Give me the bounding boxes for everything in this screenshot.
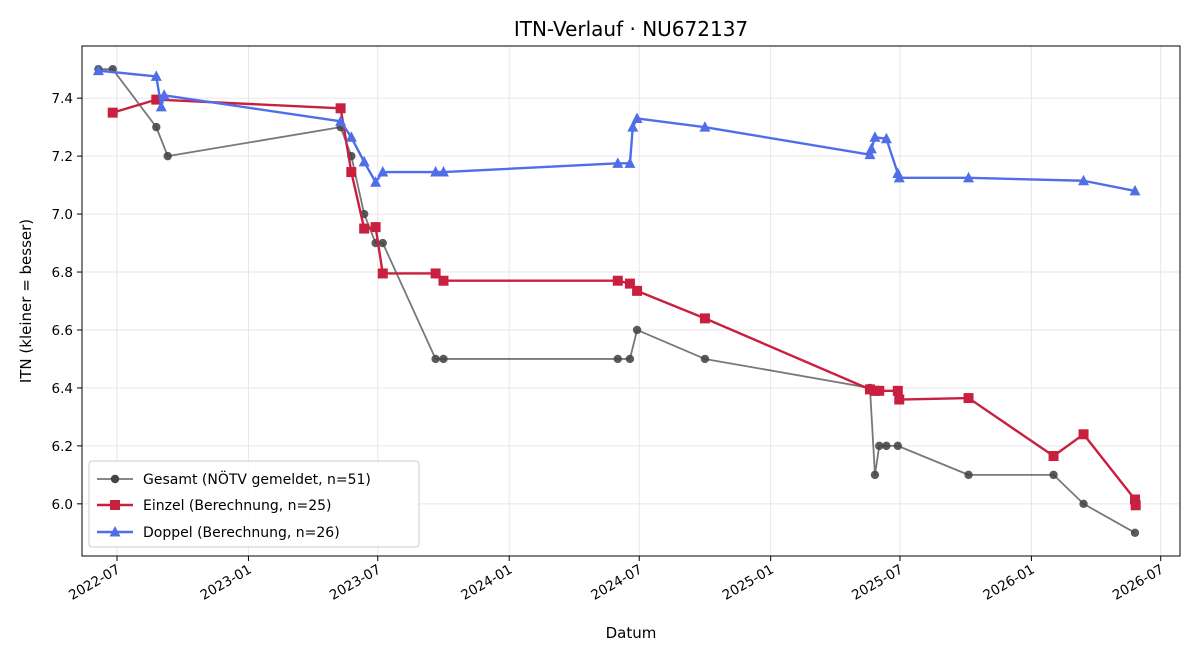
chart-title: ITN-Verlauf · NU672137 xyxy=(514,17,748,41)
data-point-doppel xyxy=(869,131,881,142)
data-point-einzel xyxy=(1129,494,1140,505)
data-point-gesamt xyxy=(1130,528,1140,538)
data-point-einzel xyxy=(963,393,974,404)
data-point-einzel xyxy=(430,268,441,279)
data-point-einzel xyxy=(107,107,118,118)
legend-label-doppel: Doppel (Berechnung, n=26) xyxy=(143,525,340,541)
y-tick-label: 6.8 xyxy=(52,265,73,281)
data-point-doppel xyxy=(358,155,370,167)
y-tick-label: 6.6 xyxy=(52,323,73,339)
data-point-doppel xyxy=(893,171,905,183)
data-point-gesamt xyxy=(152,122,161,132)
data-point-einzel xyxy=(632,285,643,296)
data-point-einzel xyxy=(1048,451,1059,462)
data-point-doppel xyxy=(612,157,624,168)
y-tick-label: 6.0 xyxy=(52,497,73,513)
data-point-gesamt xyxy=(431,354,440,364)
y-tick-label: 6.4 xyxy=(52,381,73,397)
data-point-gesamt xyxy=(875,441,884,451)
data-point-einzel xyxy=(151,94,162,105)
y-axis-label: ITN (kleiner = besser) xyxy=(17,219,35,383)
x-axis-label: Datum xyxy=(606,624,657,642)
data-point-einzel xyxy=(438,275,449,286)
legend-label-gesamt: Gesamt (NÖTV gemeldet, n=51) xyxy=(143,470,371,488)
grid-lines xyxy=(82,46,1180,556)
data-point-gesamt xyxy=(870,470,880,480)
data-point-gesamt xyxy=(893,441,903,451)
data-point-doppel xyxy=(437,166,449,177)
data-point-einzel xyxy=(624,278,635,289)
data-point-doppel xyxy=(155,100,167,112)
series-einzel xyxy=(107,94,1141,511)
data-point-gesamt xyxy=(882,441,891,451)
data-point-einzel xyxy=(346,167,357,178)
data-point-einzel xyxy=(1130,500,1141,511)
data-point-gesamt xyxy=(625,354,635,364)
data-point-doppel xyxy=(92,64,104,76)
series-layer xyxy=(92,64,1141,538)
data-point-doppel xyxy=(150,70,162,81)
data-point-doppel xyxy=(865,142,877,154)
data-point-doppel xyxy=(624,157,636,168)
plot-frame xyxy=(81,45,1181,557)
data-point-doppel xyxy=(880,132,892,144)
data-point-doppel xyxy=(631,112,643,123)
data-point-gesamt xyxy=(439,354,448,364)
data-point-gesamt xyxy=(613,354,622,364)
data-point-gesamt xyxy=(1049,470,1058,480)
data-point-gesamt xyxy=(378,238,387,248)
data-point-doppel xyxy=(963,171,975,183)
series-doppel xyxy=(92,64,1141,196)
data-point-einzel xyxy=(699,313,710,324)
legend-marker-doppel xyxy=(109,526,121,537)
data-point-doppel xyxy=(864,148,876,160)
data-point-doppel xyxy=(627,121,639,132)
data-point-einzel xyxy=(377,268,388,279)
data-point-einzel xyxy=(894,394,905,405)
data-point-doppel xyxy=(377,166,389,177)
y-tick-label: 6.2 xyxy=(52,439,73,455)
legend-marker-gesamt xyxy=(110,474,120,484)
data-point-einzel xyxy=(1078,429,1089,440)
data-point-gesamt xyxy=(1079,499,1088,509)
data-point-einzel xyxy=(892,385,903,396)
data-point-gesamt xyxy=(632,325,642,335)
series-line-gesamt xyxy=(98,68,1136,534)
legend-box xyxy=(88,460,420,548)
legend-marker-einzel xyxy=(110,500,120,510)
legend-label-einzel: Einzel (Berechnung, n=25) xyxy=(143,498,332,514)
legend: Gesamt (NÖTV gemeldet, n=51) Einzel (Ber… xyxy=(88,460,420,548)
y-tick-label: 7.0 xyxy=(52,207,73,223)
data-point-einzel xyxy=(864,384,875,395)
y-tick-label: 7.4 xyxy=(52,91,73,107)
data-point-gesamt xyxy=(964,470,973,480)
data-point-doppel xyxy=(335,115,347,126)
data-point-gesamt xyxy=(700,354,710,364)
data-point-doppel xyxy=(345,131,357,142)
data-point-einzel xyxy=(359,223,370,234)
y-tick-label: 7.2 xyxy=(52,149,73,165)
data-point-doppel xyxy=(699,121,711,132)
data-point-gesamt xyxy=(163,151,172,161)
data-point-doppel xyxy=(1078,174,1090,186)
data-point-einzel xyxy=(370,222,381,233)
data-point-einzel xyxy=(874,385,885,396)
data-point-doppel xyxy=(1129,184,1141,196)
legend-entries xyxy=(97,474,133,537)
data-point-einzel xyxy=(335,103,346,114)
data-point-doppel xyxy=(370,176,382,187)
data-point-doppel xyxy=(158,89,170,100)
data-point-doppel xyxy=(430,166,442,177)
data-point-einzel xyxy=(612,275,623,286)
